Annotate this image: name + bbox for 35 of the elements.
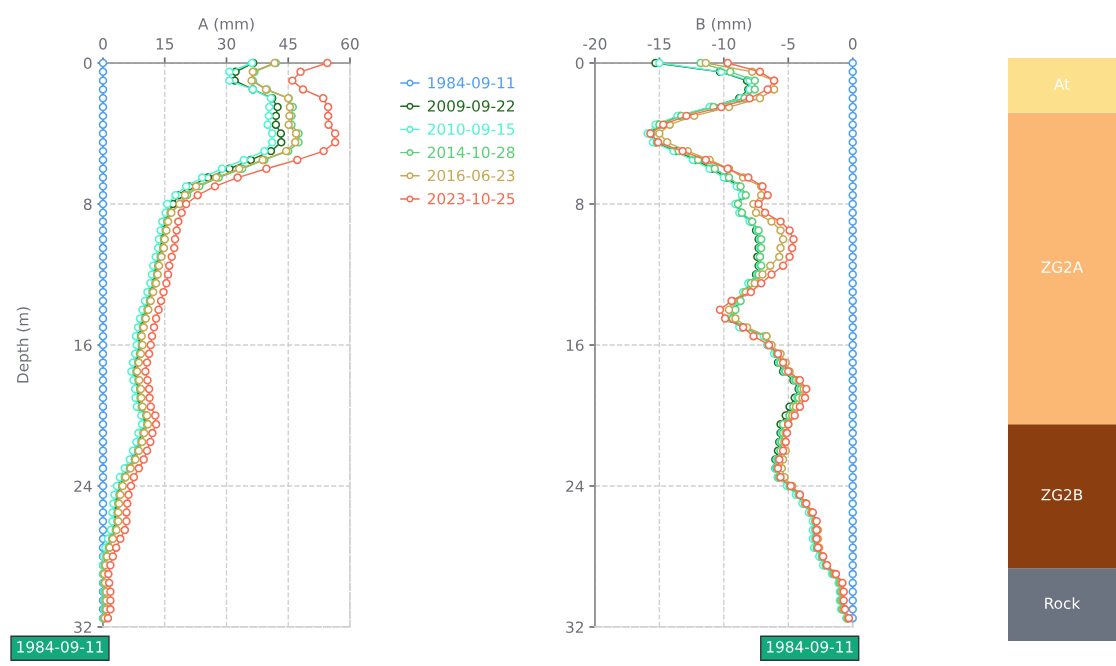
text: 1984-09-11: [17, 641, 103, 653]
x-tick-label: -20: [583, 38, 607, 50]
x-tick-label: 15: [156, 38, 174, 50]
series-label: At: [1054, 78, 1070, 90]
legend-label: 2016-06-23: [427, 169, 515, 182]
y-tick-label: 32: [566, 621, 583, 633]
y-tick-label: 8: [575, 198, 584, 211]
legend-label: 1984-09-11: [428, 77, 515, 89]
x-tick-label: -10: [712, 38, 736, 50]
legend-label: 2023-10-25: [427, 192, 515, 205]
x-axis-title: B (mm): [696, 17, 752, 32]
y-tick-label: 8: [83, 198, 92, 211]
x-axis-title: A (mm): [198, 17, 254, 32]
x-tick-label: 30: [217, 38, 236, 50]
y-tick-label: 16: [74, 339, 92, 352]
y-tick-label: 0: [83, 57, 92, 70]
text: 1984-09-11: [767, 641, 853, 653]
y-tick-label: 32: [74, 621, 92, 633]
series-label: ZG2A: [1041, 261, 1084, 273]
x-tick-label: 0: [848, 38, 857, 50]
y-tick-label: 0: [575, 57, 584, 70]
x-tick-label: 45: [279, 38, 297, 50]
y-tick-label: 24: [74, 480, 92, 492]
x-tick-label: 60: [341, 38, 359, 50]
legend-label: 2014-10-28: [427, 146, 515, 159]
x-tick-label: -5: [781, 38, 795, 50]
y-axis-title: Depth (m): [16, 307, 32, 383]
y-tick-label: 24: [566, 480, 584, 492]
series-label: ZG2B: [1041, 489, 1083, 501]
series-label: Rock: [1045, 597, 1081, 610]
x-tick-label: -15: [647, 38, 671, 50]
legend-label: 2010-09-15: [427, 123, 515, 135]
y-tick-label: 16: [566, 339, 584, 352]
legend-label: 2009-09-22: [427, 100, 514, 112]
x-tick-label: 0: [99, 38, 107, 50]
